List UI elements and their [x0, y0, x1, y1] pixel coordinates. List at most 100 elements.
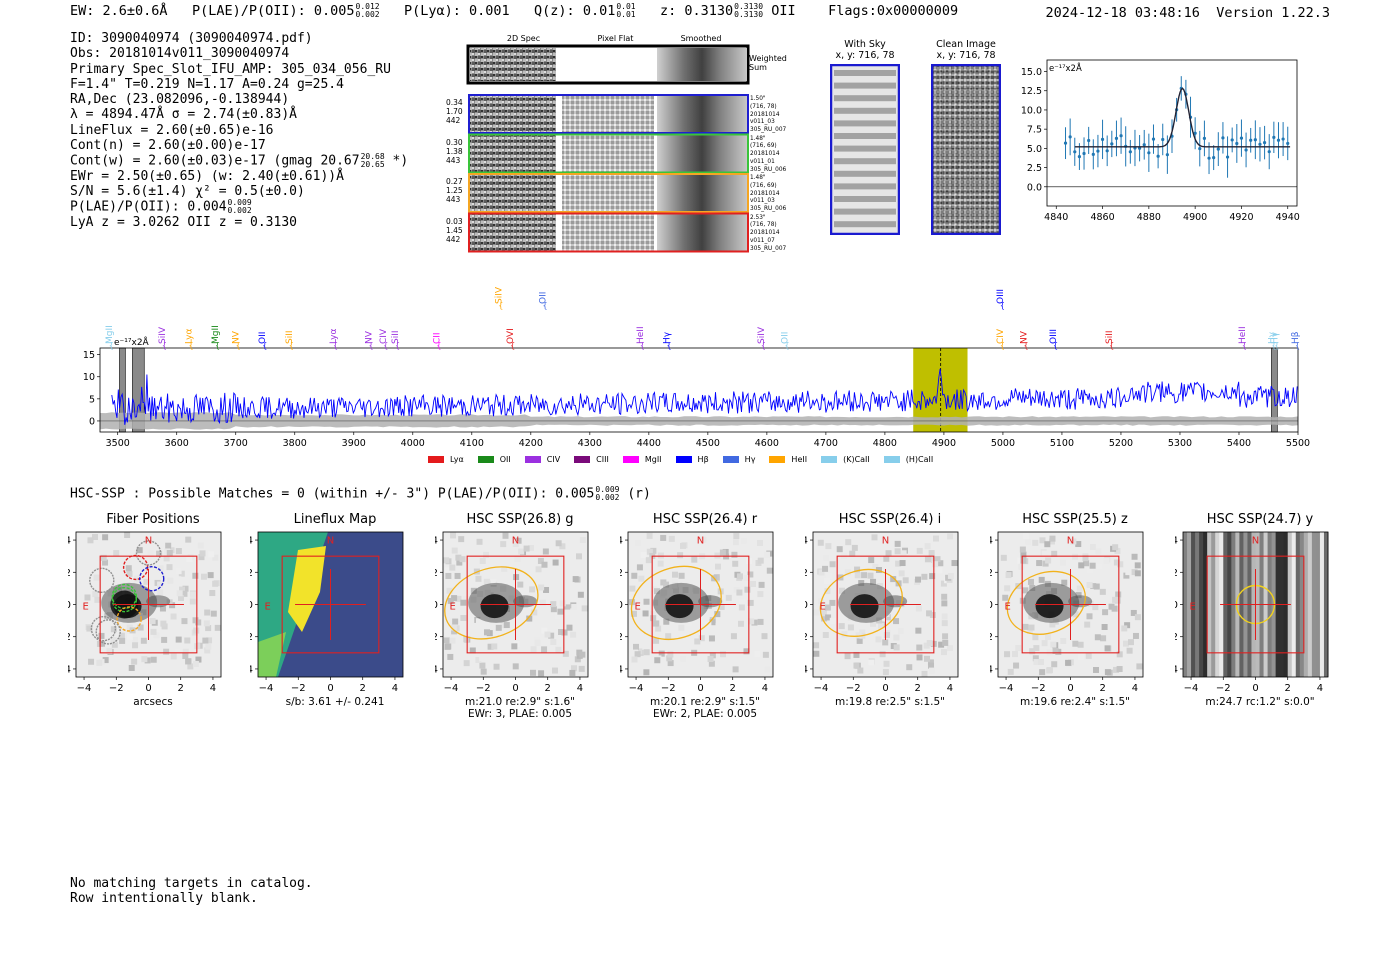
cutout-noise [165, 542, 172, 549]
cutout-noise [493, 663, 500, 670]
cutout-noise [175, 568, 182, 575]
cutout-noise [531, 609, 538, 616]
hsc-panel-title: Fiber Positions [106, 512, 200, 527]
cutout-noise [170, 653, 177, 660]
zoom-point [1267, 150, 1271, 154]
spectral-line-brace: { [436, 341, 441, 350]
aperture-ellipse [1006, 570, 1086, 635]
cutout-noise [824, 588, 831, 595]
zoom-ytick-label: 5.0 [1027, 144, 1042, 155]
cutout-noise [869, 620, 876, 627]
cutout-noise [491, 643, 498, 650]
hsc-panel-caption: m:19.8 re:2.5" s:1.5" [810, 696, 970, 708]
cutout-noise [718, 603, 725, 610]
cutout-noise [479, 655, 486, 662]
hsc-caption-line: m:24.7 rc:1.2" s:0.0" [1205, 696, 1315, 708]
cutout-noise [539, 599, 546, 606]
spectral-line-brace: { [236, 341, 241, 350]
cutout-noise [1089, 543, 1096, 550]
cutout-noise [528, 544, 535, 551]
cutout-noise [1111, 605, 1118, 612]
cutout-noise [1131, 553, 1138, 560]
cutout-noise [926, 639, 933, 646]
spectral-line-label: Hγ [1270, 331, 1280, 344]
cutout-noise [1038, 659, 1045, 666]
cutout-noise [823, 554, 830, 561]
clean-image-title: Clean Image x, y: 716, 78 [936, 39, 996, 61]
spectrum-xtick-label: 5000 [991, 438, 1015, 449]
zoom-ytick-label: 7.5 [1027, 125, 1042, 136]
cutout-noise [658, 650, 665, 657]
weighted-smooth [657, 48, 747, 81]
spectral-line-label: SiIV [757, 326, 767, 344]
info-sn: S/N = 5.6(±1.4) χ² = 0.5(±0.0) [70, 183, 305, 199]
search-box [651, 555, 750, 654]
cutout-noise [668, 535, 675, 542]
cutout-noise [929, 612, 936, 619]
cutout-noise [894, 540, 901, 547]
cutout-noise [938, 641, 945, 648]
cutout-noise [821, 615, 828, 622]
sky-line [834, 133, 896, 139]
cutout-noise [1099, 588, 1106, 595]
cutout-noise [915, 627, 922, 634]
qz-lower: 0.01 [616, 10, 636, 19]
cutout-noise [447, 653, 454, 660]
cutout-noise [854, 566, 861, 573]
sky-line [834, 82, 896, 89]
cutout-noise [529, 586, 536, 593]
cutout-noise [928, 667, 935, 674]
cutout-noise [665, 643, 672, 650]
cutout-noise [937, 560, 944, 567]
cutout-noise [208, 551, 215, 558]
panel-ytick-label: 0 [68, 600, 71, 611]
panel-xtick-label: 4 [762, 683, 768, 694]
cutout-noise [1007, 668, 1014, 675]
cutout-noise [513, 574, 520, 581]
cutout-noise [924, 655, 931, 662]
cutout-noise [1134, 570, 1141, 577]
cutout-noise [657, 552, 664, 559]
qz-value: Q(z): 0.01 [534, 3, 616, 19]
cutout-noise [700, 536, 707, 543]
cutout-noise [443, 557, 450, 564]
spectrum-xtick-label: 5200 [1109, 438, 1133, 449]
cutout-noise [1116, 666, 1123, 673]
spectrum-xtick-label: 3500 [106, 438, 130, 449]
cutout-noise [483, 551, 490, 558]
spectral-line-brace: { [1109, 341, 1114, 350]
cutout-noise [175, 636, 182, 643]
spectrum-xtick-label: 3700 [224, 438, 248, 449]
cutout-noise [1026, 627, 1033, 634]
cutout-noise [678, 572, 685, 579]
cutout-noise [1049, 535, 1056, 542]
cutout-noise [157, 565, 164, 572]
legend-swatch [675, 456, 692, 463]
zoom-point [1073, 150, 1077, 154]
cutout-noise [739, 599, 746, 606]
spectrum-xtick-label: 4600 [755, 438, 779, 449]
fiber-row-box [468, 94, 749, 134]
panel-ytick-label: −4 [990, 664, 993, 675]
cutout-noise [921, 670, 928, 677]
weighted-sum-label: Weighted Sum [749, 54, 787, 72]
cutout-noise [868, 659, 875, 666]
info-radec: RA,Dec (23.082096,-0.138944) [70, 92, 290, 108]
cutout-noise [210, 610, 217, 617]
cutout-noise [733, 533, 740, 540]
cutout-noise [1028, 624, 1035, 631]
cutout-noise [947, 533, 954, 540]
cutout-noise [1013, 662, 1020, 669]
cutout-noise [820, 610, 827, 617]
fiber-row-box [468, 173, 749, 213]
search-box [1206, 555, 1305, 654]
spectral-line-brace: { [1053, 341, 1058, 350]
cutout-noise [144, 657, 151, 664]
cutout-noise [550, 606, 557, 613]
cutout-noise [740, 537, 747, 544]
panel-ytick-label: −4 [250, 664, 253, 675]
cutout-noise [761, 633, 768, 640]
cutout-noise [455, 595, 462, 602]
hsc-panel-image: N E −4 −2 0 2 4 4 2 0 −2 −4 [1175, 531, 1329, 694]
panel-xtick-label: 0 [1067, 683, 1073, 694]
